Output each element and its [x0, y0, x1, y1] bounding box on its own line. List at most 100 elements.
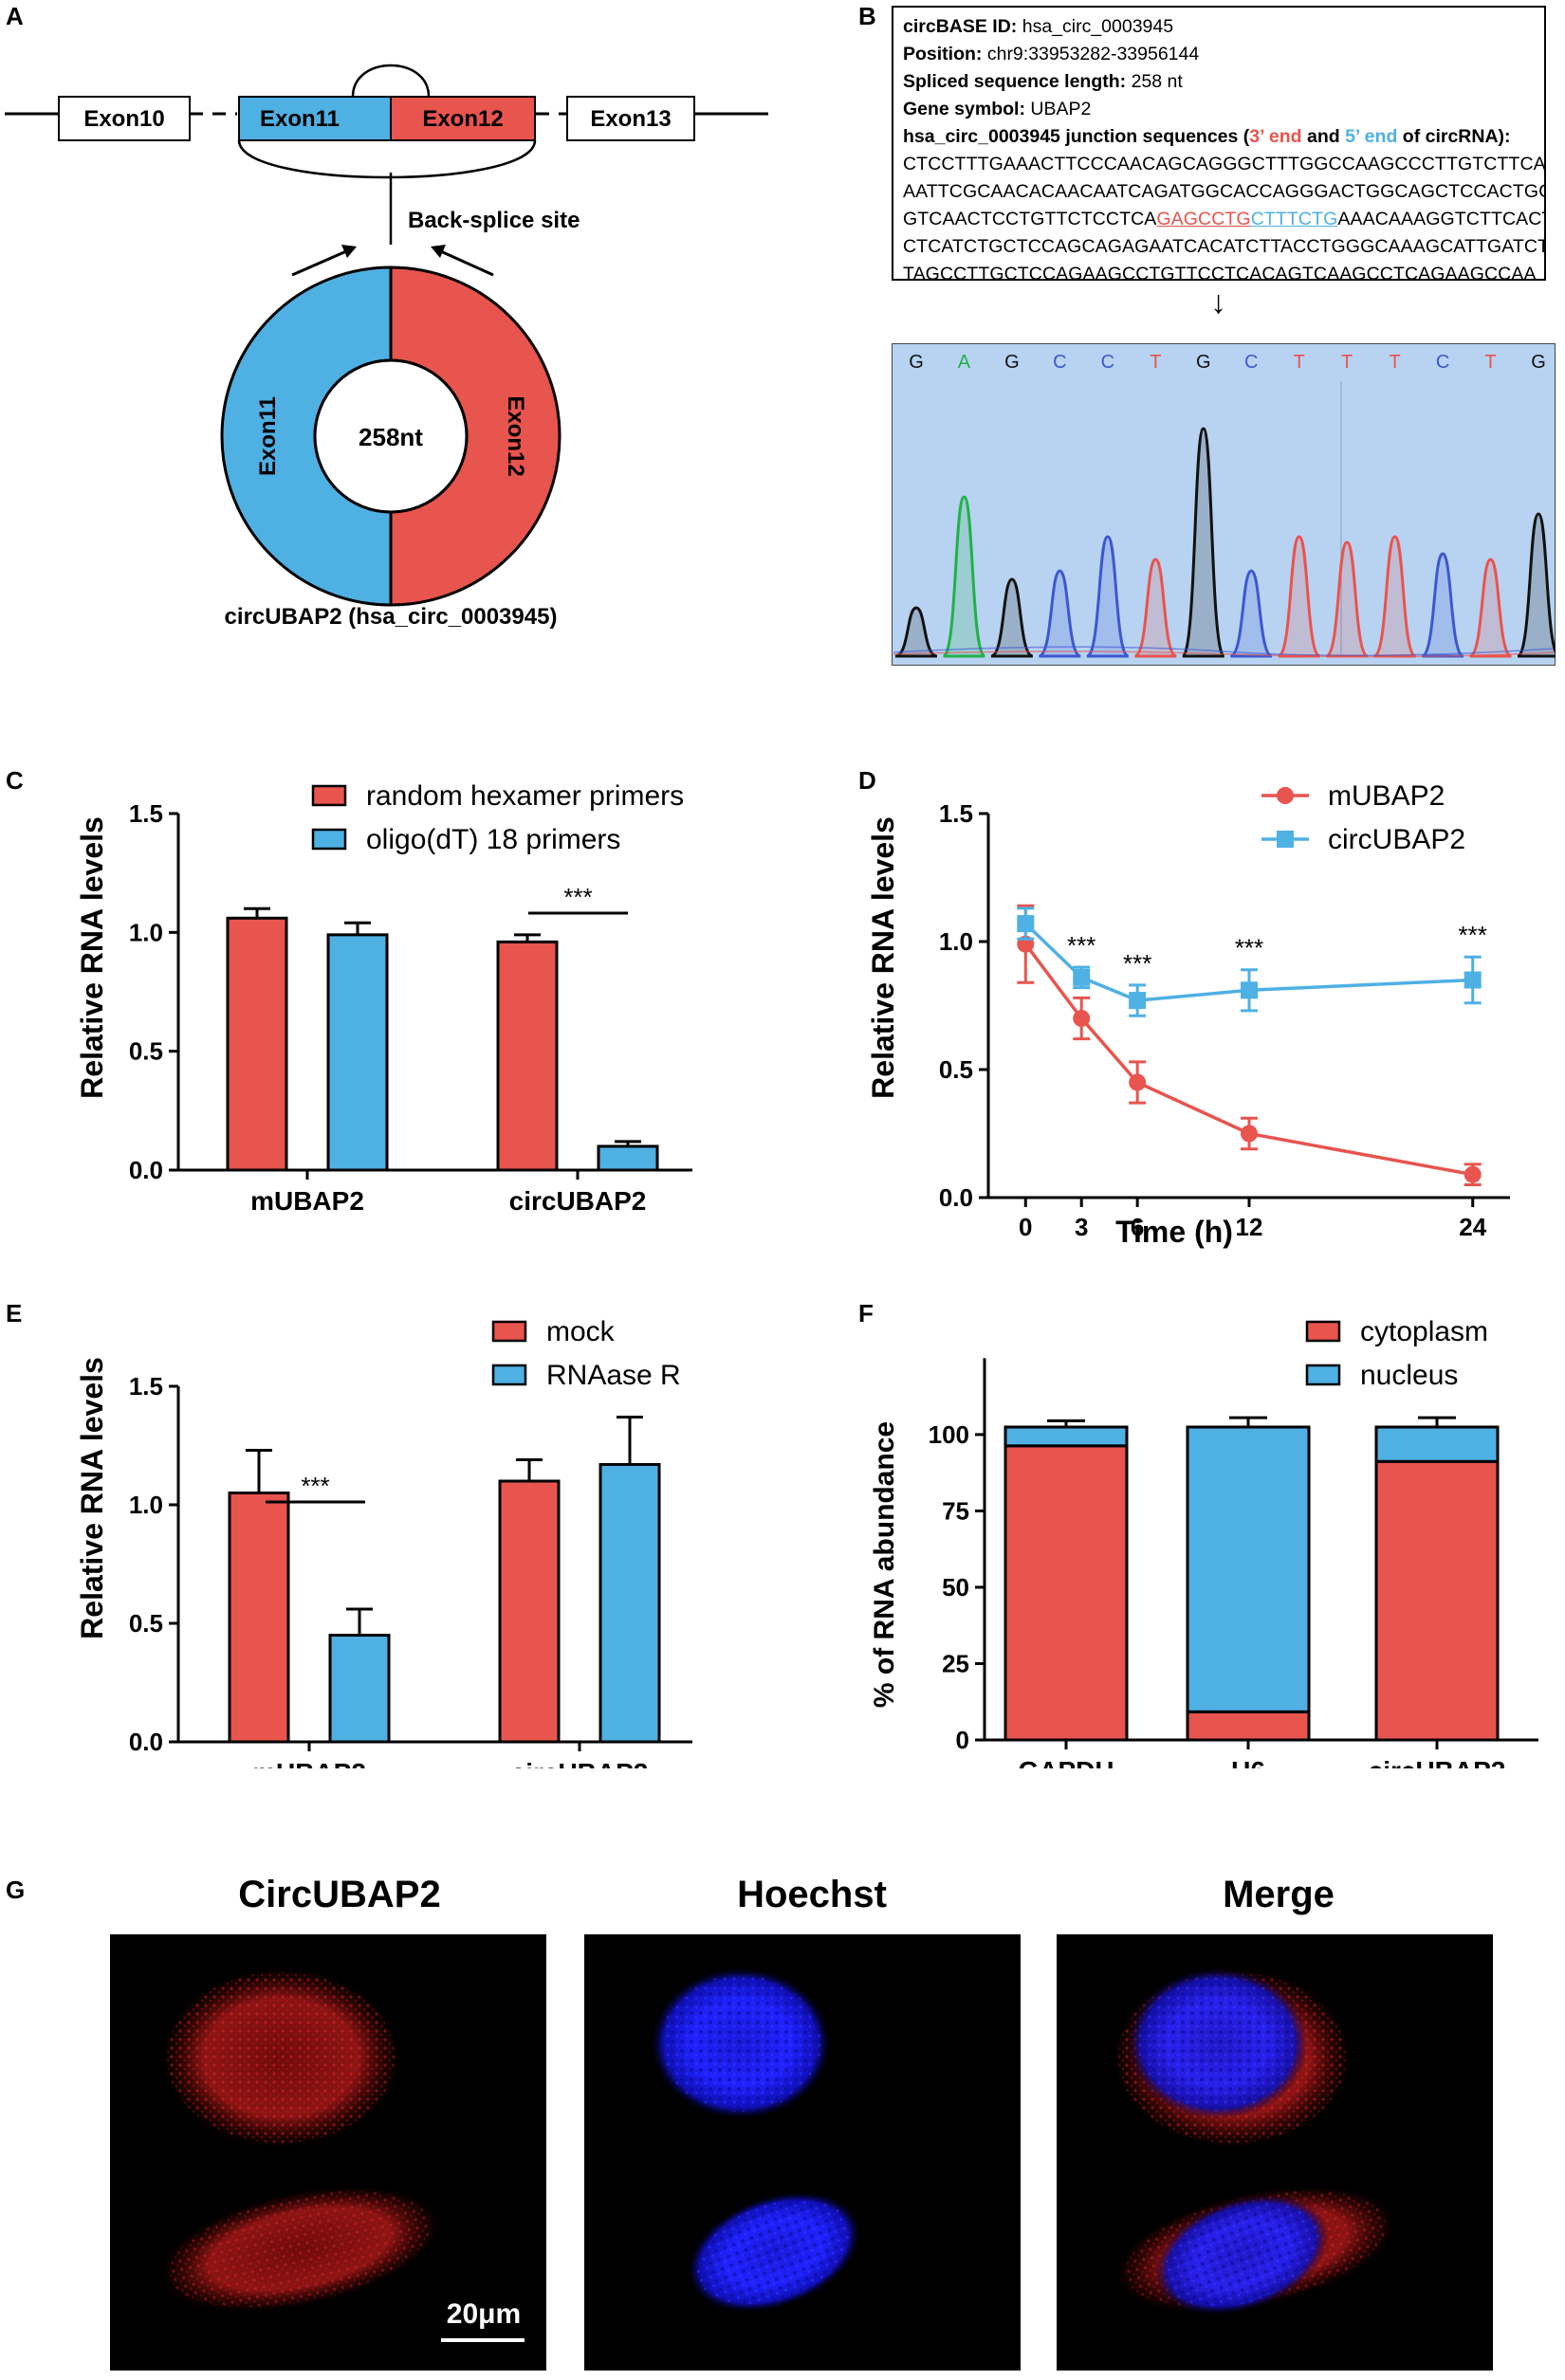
- chromatogram-peak: [1325, 540, 1369, 658]
- chart-f-legend-label: cytoplasm: [1360, 1316, 1488, 1347]
- chart-d-xlabel: Time (h): [1115, 1215, 1233, 1249]
- chart-e-x-tick-label: mUBAP2: [252, 1758, 366, 1768]
- chart-c-ylabel: Relative RNA levels: [75, 816, 109, 1099]
- exon10-box: [58, 96, 191, 141]
- chart-e-bar-mock: [228, 1492, 290, 1744]
- junction-text-b: of circRNA):: [1402, 126, 1511, 147]
- chart-d-point-circubap2: [1017, 915, 1035, 933]
- chromatogram-peak: [1372, 535, 1417, 658]
- junction-text-a: hsa_circ_0003945 junction sequences (: [903, 126, 1250, 147]
- chart-e-legend-label: RNAase R: [546, 1360, 681, 1391]
- chart-c-y-tick-label: 1.5: [129, 799, 163, 828]
- chart-f-x-tick-label: circUBAP2: [1369, 1756, 1506, 1768]
- chart-d-legend-marker: [1277, 831, 1294, 848]
- chromatogram-peak: [990, 577, 1034, 658]
- ring-exon11-label: Exon11: [255, 396, 281, 476]
- sequence-line-5: TAGCCTTGCTCCAGAAGCCTGTTCCTCACAGTCAAGCCTC…: [903, 264, 1537, 281]
- chart-d-significance-label: ***: [1459, 921, 1487, 949]
- chart-e-y-tick-label: 1.5: [129, 1372, 163, 1401]
- exon12-box: [390, 96, 536, 141]
- sequence-line-3: GTCAACTCCTGTTCTCCTCAGAGCCTGCTTTCTGAAACAA…: [903, 206, 1544, 233]
- micro-merge-image: [1057, 1934, 1493, 2371]
- exon11-label: Exon11: [260, 106, 340, 132]
- position-line: Position: chr9:33953282-33956144: [903, 41, 1535, 68]
- micro-title-merge: Merge: [1223, 1874, 1335, 1915]
- chromatogram-peak: [1468, 558, 1513, 658]
- chart-f-y-tick-label: 50: [942, 1573, 969, 1602]
- chart-e-legend-label: mock: [546, 1316, 616, 1347]
- chromatogram-base: T: [1484, 352, 1496, 373]
- micro-title-hoechst: Hoechst: [737, 1874, 887, 1915]
- chart-f: GAPDH U6 circUBAP2 0 25 50 75 100 cytoplasm nucle…: [869, 1316, 1538, 1768]
- chart-d-point-mubap2: [1464, 1165, 1482, 1183]
- chart-c-significance-label: ***: [563, 883, 592, 911]
- chart-e-y-tick-label: 0.5: [129, 1609, 163, 1638]
- seq3-junction-5: CTTTCTG: [1250, 209, 1338, 229]
- chart-f-bar-cytoplasm: [1186, 1710, 1311, 1742]
- micro-hoechst-image: [584, 1934, 1021, 2371]
- junction-5-end: 5’ end: [1345, 126, 1398, 147]
- chart-d-point-circubap2: [1129, 992, 1147, 1010]
- chart-c-legend-label: oligo(dT) 18 primers: [366, 824, 620, 855]
- chromatogram-peak: [1181, 427, 1226, 658]
- exon13-label: Exon13: [590, 106, 671, 132]
- arrow-right: [433, 247, 494, 277]
- chart-c-legend-swatch: [311, 784, 347, 807]
- chart-d-ylabel: Relative RNA levels: [866, 816, 900, 1099]
- chart-c-bar-oligo-dt-18-primers: [326, 933, 389, 1172]
- chart-c-y-tick-label: 0.5: [129, 1037, 163, 1066]
- chart-e-significance-label: ***: [301, 1472, 329, 1500]
- backsplice-label: Back-splice site: [408, 208, 580, 233]
- chromatogram-base: G: [1531, 352, 1546, 373]
- sequence-line-4: CTCATCTGCTCCAGCAGAGAATCACATCTTACCTGGGCAA…: [903, 236, 1546, 257]
- ring-exon12-label: Exon12: [503, 395, 528, 476]
- chart-e-legend-swatch: [491, 1364, 527, 1386]
- chromatogram-base: T: [1341, 352, 1353, 373]
- chart-e-ylabel: Relative RNA levels: [75, 1357, 109, 1639]
- panel-label-f: F: [858, 1299, 874, 1327]
- chart-f-ylabel: % of RNA abundance: [869, 1421, 900, 1708]
- chart-d-significance-label: ***: [1067, 931, 1096, 960]
- position-value: chr9:33953282-33956144: [986, 44, 1200, 64]
- chromatogram-base: T: [1150, 352, 1161, 373]
- chart-c-x-tick-label: circUBAP2: [509, 1186, 647, 1216]
- chart-c: mUBAP2 circUBAP2 0.0 0.5 1.0 1.5 *** random hex…: [75, 780, 692, 1216]
- gene-line: Gene symbol: UBAP2: [903, 96, 1535, 123]
- junction-and: and: [1306, 126, 1340, 147]
- id-label: circBASE ID:: [903, 16, 1018, 37]
- panel-label-a: A: [6, 2, 24, 30]
- junction-line: hsa_circ_0003945 junction sequences (3’ …: [903, 123, 1535, 151]
- chart-c-legend-label: random hexamer primers: [366, 780, 684, 812]
- chromatogram-base: T: [1390, 352, 1401, 373]
- chromatogram-peak: [942, 495, 986, 658]
- seq3-post: AAACAAAGGTCTTCACTGC: [1337, 209, 1544, 229]
- chart-f-y-tick-label: 75: [942, 1496, 969, 1525]
- chart-f-x-tick-label: GAPDH: [1018, 1756, 1114, 1768]
- position-label: Position:: [903, 44, 983, 64]
- id-line: circBASE ID: hsa_circ_0003945: [903, 13, 1535, 41]
- chart-d-point-mubap2: [1241, 1125, 1258, 1143]
- circbase-info-box: circBASE ID: hsa_circ_0003945 Position: …: [892, 6, 1546, 281]
- chromatogram-base: C: [1053, 352, 1066, 373]
- chart-d-legend-label: mUBAP2: [1328, 780, 1445, 812]
- chromatogram-baseline: [893, 646, 1555, 657]
- chromatogram-base: G: [1004, 352, 1020, 373]
- chromatogram-peak: [1421, 552, 1464, 658]
- chart-d-point-circubap2: [1073, 968, 1091, 986]
- chromatogram-base: C: [1244, 352, 1258, 373]
- arrow-right-head: [431, 245, 446, 258]
- chart-c-x-tick-label: mUBAP2: [250, 1186, 364, 1216]
- junction-3-end: 3’ end: [1249, 126, 1302, 147]
- exon10-label: Exon10: [83, 106, 164, 132]
- chromatogram-peak: [1229, 569, 1273, 658]
- chart-d-y-tick-label: 1.5: [939, 799, 973, 828]
- chromatogram-base: C: [1101, 352, 1114, 373]
- chart-f-bar-nucleus: [1374, 1425, 1500, 1463]
- chart-c-y-tick-label: 1.0: [129, 918, 163, 946]
- chromatogram-peak: [1277, 535, 1321, 658]
- chart-f-y-tick-label: 100: [929, 1420, 969, 1449]
- length-value: 258 nt: [1131, 71, 1183, 92]
- micro-circubap2-image: [110, 1934, 546, 2371]
- ring-center-label: 258nt: [359, 423, 423, 451]
